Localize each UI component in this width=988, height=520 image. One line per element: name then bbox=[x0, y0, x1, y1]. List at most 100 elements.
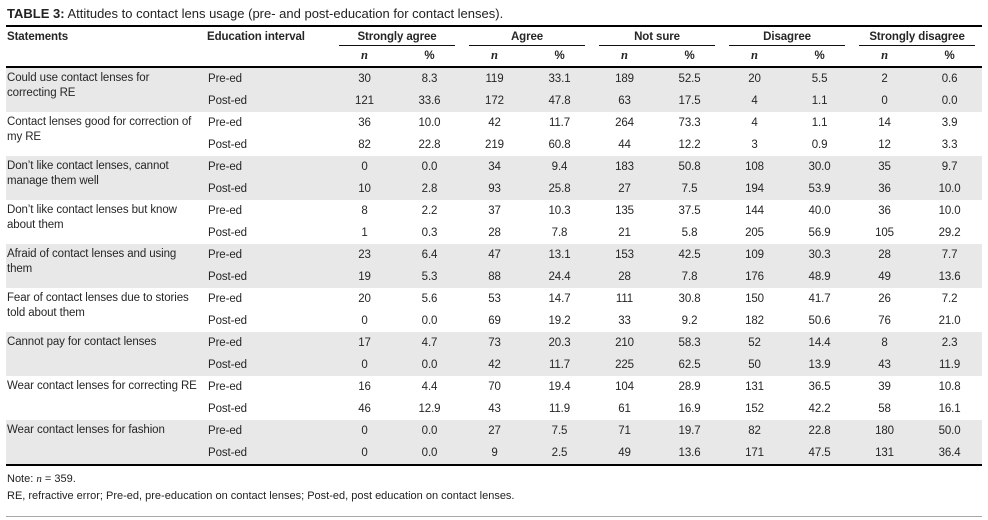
attitudes-table: Statements Education interval Strongly a… bbox=[6, 27, 983, 466]
n-value-cell: 63 bbox=[592, 90, 658, 112]
statement-cell: Wear contact lenses for correcting RE bbox=[7, 380, 197, 392]
percent-value-cell: 5.5 bbox=[787, 67, 853, 90]
n-value-cell: 225 bbox=[592, 354, 658, 376]
n-value-cell: 26 bbox=[878, 293, 891, 305]
table-row: Wear contact lenses for correcting RE Pre… bbox=[6, 376, 982, 398]
percent-value-cell: 11.7 bbox=[548, 117, 571, 129]
education-interval-cell: Pre-ed bbox=[208, 293, 242, 305]
percent-value-cell: 48.9 bbox=[787, 266, 853, 288]
n-value-cell: 36 bbox=[878, 205, 891, 217]
percent-value-cell: 0.0 bbox=[421, 315, 438, 327]
n-value-cell: 4 bbox=[751, 117, 758, 129]
statements-column-header: Statements bbox=[7, 31, 68, 43]
percent-value-cell: 50.0 bbox=[917, 420, 983, 442]
percent-value-cell: 10.0 bbox=[938, 205, 961, 217]
n-value-cell: 28 bbox=[488, 227, 501, 239]
group-header-agree: Agree bbox=[462, 27, 592, 46]
percent-value-cell: 5.6 bbox=[421, 293, 438, 305]
percent-value-cell: 42.2 bbox=[808, 403, 831, 415]
percent-value-cell: 0.9 bbox=[811, 139, 828, 151]
percent-subcolumn-header: % bbox=[944, 49, 955, 62]
n-subcolumn-header: n bbox=[751, 48, 758, 62]
n-value-cell: 0 bbox=[332, 420, 397, 442]
statement-cell: Cannot pay for contact lenses bbox=[6, 332, 206, 376]
n-value-cell: 105 bbox=[875, 227, 894, 239]
percent-value-cell: 2.5 bbox=[527, 442, 593, 465]
n-value-cell: 0 bbox=[332, 156, 397, 178]
n-value-cell: 172 bbox=[462, 90, 527, 112]
percent-value-cell: 9.2 bbox=[681, 315, 698, 327]
percent-value-cell: 0.3 bbox=[421, 227, 438, 239]
n-value-cell: 19 bbox=[332, 266, 397, 288]
percent-value-cell: 19.4 bbox=[548, 381, 571, 393]
n-value-cell: 109 bbox=[722, 244, 788, 266]
n-value-cell: 33 bbox=[618, 315, 631, 327]
n-value-cell: 36 bbox=[852, 178, 918, 200]
n-value-cell: 28 bbox=[592, 266, 658, 288]
table-row: Afraid of contact lenses and using them P… bbox=[6, 244, 983, 288]
percent-value-cell: 47.5 bbox=[787, 442, 853, 465]
n-value-cell: 36 bbox=[358, 117, 371, 129]
percent-value-cell: 52.5 bbox=[657, 67, 723, 90]
education-interval-cell: Post-ed bbox=[208, 139, 247, 151]
percent-value-cell: 40.0 bbox=[808, 205, 831, 217]
education-interval-cell: Pre-ed bbox=[206, 420, 332, 442]
education-interval-cell: Post-ed bbox=[206, 354, 332, 376]
page: TABLE 3: Attitudes to contact lens usage… bbox=[6, 6, 983, 502]
group-header-not-sure: Not sure bbox=[592, 27, 722, 46]
percent-value-cell: 13.6 bbox=[657, 442, 723, 465]
education-interval-cell: Post-ed bbox=[208, 403, 247, 415]
n-value-cell: 44 bbox=[618, 139, 631, 151]
percent-value-cell: 10.3 bbox=[548, 205, 571, 217]
n-value-cell: 49 bbox=[852, 266, 918, 288]
n-value-cell: 8 bbox=[852, 332, 918, 354]
table-row: Post-ed 121 33.6 172 47.8 63 17.5 4 1.1 0 0.0 bbox=[6, 90, 983, 112]
percent-value-cell: 5.8 bbox=[681, 227, 698, 239]
n-value-cell: 73 bbox=[462, 332, 527, 354]
statement-cell: Don’t like contact lenses, cannot manage… bbox=[6, 156, 206, 200]
table-row: Post-ed 46 12.9 43 11.9 61 16.9 152 42.2 58 16.1 bbox=[6, 398, 982, 420]
percent-value-cell: 8.3 bbox=[397, 67, 462, 90]
table-row: Wear contact lenses for fashion Pre-ed 0 0.… bbox=[6, 420, 983, 465]
percent-value-cell: 7.8 bbox=[657, 266, 723, 288]
percent-value-cell: 12.9 bbox=[418, 403, 441, 415]
education-interval-cell: Post-ed bbox=[206, 266, 332, 288]
percent-value-cell: 30.8 bbox=[678, 293, 701, 305]
n-value-cell: 49 bbox=[592, 442, 658, 465]
percent-value-cell: 4.7 bbox=[397, 332, 462, 354]
n-value-cell: 39 bbox=[878, 381, 891, 393]
percent-value-cell: 24.4 bbox=[527, 266, 593, 288]
n-value-cell: 131 bbox=[852, 442, 918, 465]
education-interval-cell: Pre-ed bbox=[208, 205, 242, 217]
education-interval-cell: Pre-ed bbox=[208, 381, 242, 393]
percent-value-cell: 7.8 bbox=[551, 227, 568, 239]
percent-value-cell: 11.7 bbox=[527, 354, 593, 376]
percent-subcolumn-header: % bbox=[814, 49, 825, 62]
education-interval-cell: Pre-ed bbox=[206, 244, 332, 266]
percent-subcolumn-header: % bbox=[554, 49, 565, 62]
n-subcolumn-header: n bbox=[881, 48, 889, 62]
n-value-cell: 264 bbox=[615, 117, 634, 129]
n-value-cell: 50 bbox=[722, 354, 788, 376]
table-row: Post-ed 10 2.8 93 25.8 27 7.5 194 53.9 36 10.0 bbox=[6, 178, 983, 200]
percent-value-cell: 53.9 bbox=[787, 178, 853, 200]
n-value-cell: 205 bbox=[745, 227, 764, 239]
table-header: Statements Education interval Strongly a… bbox=[6, 27, 983, 67]
education-interval-cell: Post-ed bbox=[206, 442, 332, 465]
n-value-cell: 58 bbox=[878, 403, 891, 415]
n-value-cell: 43 bbox=[852, 354, 918, 376]
table-notes: Note: n = 359. RE, refractive error; Pre… bbox=[6, 466, 982, 502]
n-value-cell: 150 bbox=[745, 293, 764, 305]
percent-value-cell: 9.4 bbox=[527, 156, 593, 178]
n-value-cell: 34 bbox=[462, 156, 527, 178]
table-body: Could use contact lenses for correcting … bbox=[6, 67, 983, 465]
percent-value-cell: 36.4 bbox=[917, 442, 983, 465]
percent-value-cell: 10.0 bbox=[917, 178, 983, 200]
group-header-label: Not sure bbox=[599, 31, 716, 46]
percent-value-cell: 2.2 bbox=[421, 205, 438, 217]
percent-value-cell: 50.8 bbox=[657, 156, 723, 178]
n-value-cell: 8 bbox=[361, 205, 368, 217]
n-value-cell: 0 bbox=[332, 442, 397, 465]
percent-value-cell: 30.0 bbox=[787, 156, 853, 178]
percent-value-cell: 5.3 bbox=[397, 266, 462, 288]
